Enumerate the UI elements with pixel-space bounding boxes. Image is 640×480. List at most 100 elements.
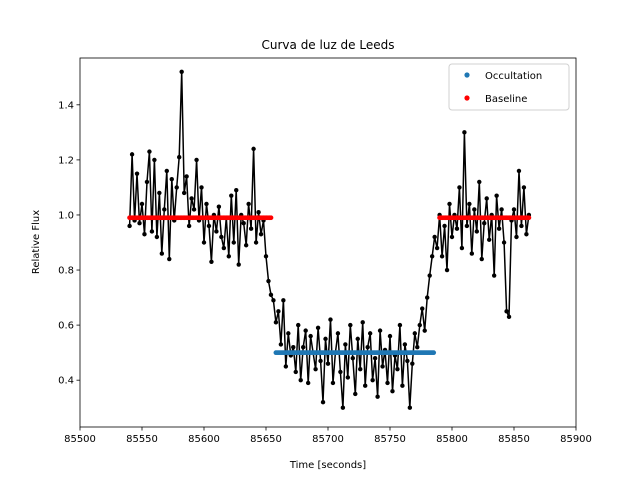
- flux-point: [442, 223, 447, 229]
- x-tick-label: 85550: [126, 434, 158, 445]
- flux-point: [291, 344, 296, 350]
- flux-point: [189, 196, 194, 201]
- flux-point: [216, 204, 222, 209]
- flux-point: [506, 314, 512, 320]
- x-tick-label: 85700: [312, 434, 344, 445]
- flux-point: [415, 344, 420, 350]
- flux-point: [169, 176, 174, 182]
- flux-point: [405, 358, 410, 364]
- occultation-point: [431, 350, 437, 356]
- flux-point: [467, 201, 472, 207]
- flux-point: [278, 342, 284, 347]
- baseline-point: [526, 215, 532, 221]
- flux-point: [340, 405, 346, 410]
- flux-point: [501, 240, 507, 245]
- flux-point: [323, 336, 328, 342]
- x-tick-label: 85850: [498, 434, 530, 445]
- flux-point: [447, 201, 452, 207]
- flux-point: [429, 254, 435, 259]
- flux-point: [432, 234, 437, 240]
- flux-point: [283, 364, 289, 369]
- flux-point: [313, 366, 318, 372]
- flux-point: [293, 369, 298, 375]
- flux-point: [152, 157, 157, 163]
- y-tick-label: 0.8: [58, 266, 74, 277]
- flux-point: [491, 273, 497, 278]
- flux-point: [167, 256, 172, 262]
- flux-point: [315, 325, 321, 331]
- flux-point: [457, 185, 462, 190]
- flux-point: [494, 193, 499, 198]
- flux-point: [370, 377, 375, 383]
- flux-point: [355, 336, 360, 342]
- y-tick-label: 0.4: [58, 376, 74, 387]
- flux-point: [504, 309, 509, 314]
- flux-point: [335, 331, 341, 336]
- flux-point: [380, 364, 385, 369]
- flux-point: [524, 232, 529, 237]
- flux-point: [191, 207, 197, 212]
- chart-title: Curva de luz de Leeds: [262, 38, 395, 52]
- flux-point: [496, 226, 502, 231]
- flux-point: [276, 309, 281, 314]
- flux-point: [303, 328, 308, 333]
- flux-point: [201, 240, 207, 245]
- flux-point: [263, 254, 269, 259]
- flux-point: [194, 157, 199, 163]
- flux-point: [199, 185, 204, 190]
- flux-point: [159, 251, 165, 256]
- flux-point: [271, 298, 276, 303]
- baseline-point: [268, 215, 274, 221]
- flux-point: [365, 344, 370, 350]
- flux-point: [325, 361, 331, 366]
- flux-point: [400, 383, 405, 388]
- flux-point: [397, 322, 403, 328]
- flux-point: [318, 358, 323, 364]
- flux-point: [372, 355, 378, 361]
- x-tick-label: 85800: [436, 434, 468, 445]
- flux-point: [328, 317, 333, 322]
- data-layer: [127, 69, 532, 410]
- flux-point: [243, 243, 249, 248]
- flux-point: [301, 344, 306, 350]
- flux-point: [487, 237, 492, 242]
- flux-point: [511, 207, 517, 212]
- flux-point: [281, 298, 286, 303]
- flux-point: [268, 292, 274, 298]
- flux-point: [177, 154, 182, 160]
- flux-point: [157, 190, 162, 196]
- flux-point: [462, 130, 467, 135]
- flux-point: [521, 185, 527, 190]
- y-axis-ticks: 0.4 0.6 0.8 1.0 1.2 1.4: [58, 100, 80, 387]
- flux-point: [343, 342, 348, 347]
- flux-point: [353, 391, 358, 397]
- flux-point: [137, 221, 142, 226]
- legend-box: [448, 63, 570, 111]
- flux-point: [425, 295, 430, 300]
- flux-point: [363, 383, 368, 388]
- flux-point: [186, 223, 192, 229]
- flux-point: [449, 234, 455, 240]
- flux-point: [360, 320, 365, 325]
- legend: Occultation Baseline: [448, 63, 570, 111]
- flux-point: [439, 254, 445, 259]
- flux-point: [236, 262, 241, 267]
- flux-point: [519, 223, 524, 229]
- flux-point: [474, 229, 479, 234]
- x-axis-label: Time [seconds]: [289, 460, 366, 471]
- flux-point: [402, 342, 408, 347]
- flux-point: [266, 278, 271, 284]
- flux-point: [286, 331, 291, 336]
- flux-point: [256, 210, 261, 215]
- flux-point: [434, 245, 440, 251]
- flux-point: [427, 273, 432, 278]
- y-tick-label: 1.4: [58, 100, 74, 111]
- flux-point: [221, 245, 227, 251]
- flux-point: [246, 201, 251, 207]
- flux-point: [350, 355, 355, 361]
- flux-point: [516, 168, 522, 174]
- x-tick-label: 85900: [560, 434, 592, 445]
- flux-point: [298, 377, 303, 383]
- flux-point: [149, 229, 155, 234]
- flux-point: [479, 256, 484, 262]
